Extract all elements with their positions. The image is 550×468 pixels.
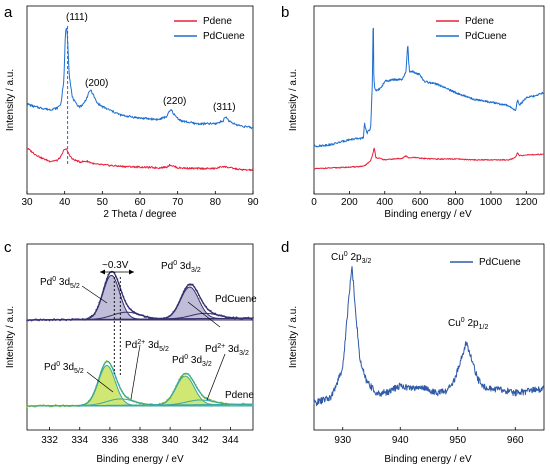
- panel-a-legend: Pdene PdCuene: [174, 16, 245, 42]
- panel-c-leader-5: [206, 353, 226, 401]
- panel-d-xtick-label: 930: [334, 435, 351, 446]
- panel-d-xtick-label: 940: [392, 435, 409, 446]
- panel-c-leader-2: [187, 301, 221, 328]
- panel-c-xtick-label: 332: [41, 435, 58, 446]
- panel-a-xtick-label: 90: [247, 197, 259, 208]
- panel-b-legend-pdene: Pdene: [465, 16, 494, 27]
- panel-a-xtick-label: 60: [134, 197, 146, 208]
- panel-c-xtick-label: 342: [192, 435, 209, 446]
- panel-c-xlabel: Binding energy / eV: [96, 454, 184, 465]
- panel-c-ann-pd2-52: Pd2+ 3d5/2: [125, 339, 169, 353]
- panel-label-d: d: [281, 239, 289, 256]
- panel-a-series-pdcuene: [26, 28, 254, 130]
- panel-d-ann-cu0-2p12: Cu0 2p1/2: [448, 317, 488, 331]
- panel-c-ann-pd0-32-bottom: Pd0 3d3/2: [172, 354, 212, 368]
- panel-d-xtick-label: 960: [507, 435, 524, 446]
- panel-c-xtick-label: 344: [222, 435, 239, 446]
- panel-d-xlabel: Binding energy / eV: [384, 454, 472, 465]
- panel-d-xtick-label: 950: [449, 435, 466, 446]
- panel-c-shift-label: ~0.3V: [102, 260, 129, 271]
- panel-c-chart: ~0.3V 332 334 336 338 340 342 344 Binding ener…: [5, 243, 257, 465]
- panel-d-legend: PdCuene: [450, 257, 521, 268]
- panel-c-pdene-pd0-32-component: [26, 375, 254, 407]
- panel-c-leader-1: [81, 285, 108, 304]
- panel-c-leader-4: [130, 344, 141, 400]
- panel-c-xtick-label: 334: [71, 435, 88, 446]
- panel-a-peak-200: (200): [85, 78, 108, 89]
- panel-c-ann-pd0-52-bottom: Pd0 3d5/2: [44, 361, 84, 375]
- panel-a-peak-111: (111): [66, 12, 88, 23]
- panel-b-xtick-label: 400: [376, 197, 393, 208]
- panel-c-xtick-label: 340: [162, 435, 179, 446]
- panel-c-ann-pd0-32-top: Pd0 3d3/2: [161, 260, 201, 274]
- panel-a-xtick-label: 50: [97, 197, 109, 208]
- panel-b-series-pdcuene: [313, 27, 545, 148]
- panel-a-chart: 30 40 50 60 70 80 90 2 Theta / degree Intensit…: [5, 5, 259, 220]
- panel-a-ylabel: Intensity / a.u.: [5, 69, 16, 131]
- panel-a-peak-220: (220): [163, 96, 186, 107]
- panel-a-peak-311: (311): [213, 102, 236, 113]
- panel-b-xtick-label: 1000: [480, 197, 503, 208]
- panel-d-ann-cu0-2p32: Cu0 2p3/2: [331, 251, 371, 265]
- panel-d-chart: 930 940 950 960 Binding energy / eV Intensi…: [288, 243, 545, 465]
- panel-d-ylabel: Intensity / a.u.: [288, 306, 299, 368]
- panel-c-pdcuene-label: PdCuene: [215, 294, 257, 305]
- panel-b-legend-pdcuene: PdCuene: [465, 31, 507, 42]
- panel-c-ann-pd0-52-top: Pd0 3d5/2: [40, 276, 80, 290]
- panel-label-c: c: [4, 239, 12, 256]
- panel-d-legend-pdcuene: PdCuene: [479, 257, 521, 268]
- panel-b-xlabel: Binding energy / eV: [384, 209, 472, 220]
- panel-b-xtick-label: 0: [311, 197, 317, 208]
- panel-label-a: a: [4, 4, 13, 21]
- panel-b-legend: Pdene PdCuene: [436, 16, 507, 42]
- panel-a-series-pdene: [26, 147, 254, 172]
- panel-a-xtick-label: 80: [210, 197, 222, 208]
- panel-b-xtick-label: 800: [447, 197, 464, 208]
- panel-c-xtick-label: 338: [132, 435, 149, 446]
- panel-d-frame: [313, 243, 545, 431]
- panel-b-xtick-label: 200: [341, 197, 358, 208]
- panel-c-pdene-label: Pdene: [225, 390, 254, 401]
- panel-a-xtick-label: 70: [172, 197, 184, 208]
- panel-b-ylabel: Intensity / a.u.: [288, 69, 299, 131]
- panel-c-shift-arrowhead-left: [100, 269, 105, 275]
- panel-c-ann-pd2-32: Pd2+ 3d3/2: [205, 343, 249, 357]
- panel-b-chart: 0 200 400 600 800 1000 1200 Binding energy / e…: [288, 5, 545, 220]
- panel-b-series-pdene: [313, 147, 545, 170]
- panel-b-xtick-label: 600: [412, 197, 429, 208]
- panel-c-xtick-label: 336: [102, 435, 119, 446]
- panel-c-leader-3: [86, 371, 114, 393]
- panel-d-series-pdcuene: [313, 266, 545, 407]
- panel-c-pdene-pd0-fill-2: [27, 376, 253, 406]
- panel-label-b: b: [281, 4, 289, 21]
- panel-c-shift-arrowhead-right: [129, 269, 134, 275]
- panel-a-xtick-label: 40: [59, 197, 71, 208]
- panel-a-legend-pdcuene: PdCuene: [203, 31, 245, 42]
- panel-a-xlabel: 2 Theta / degree: [103, 209, 177, 220]
- panel-a-xtick-label: 30: [21, 197, 33, 208]
- panel-b-xtick-label: 1200: [515, 197, 538, 208]
- panel-c-ylabel: Intensity / a.u.: [5, 306, 16, 368]
- panel-a-legend-pdene: Pdene: [203, 16, 232, 27]
- panel-b-frame: [313, 5, 545, 195]
